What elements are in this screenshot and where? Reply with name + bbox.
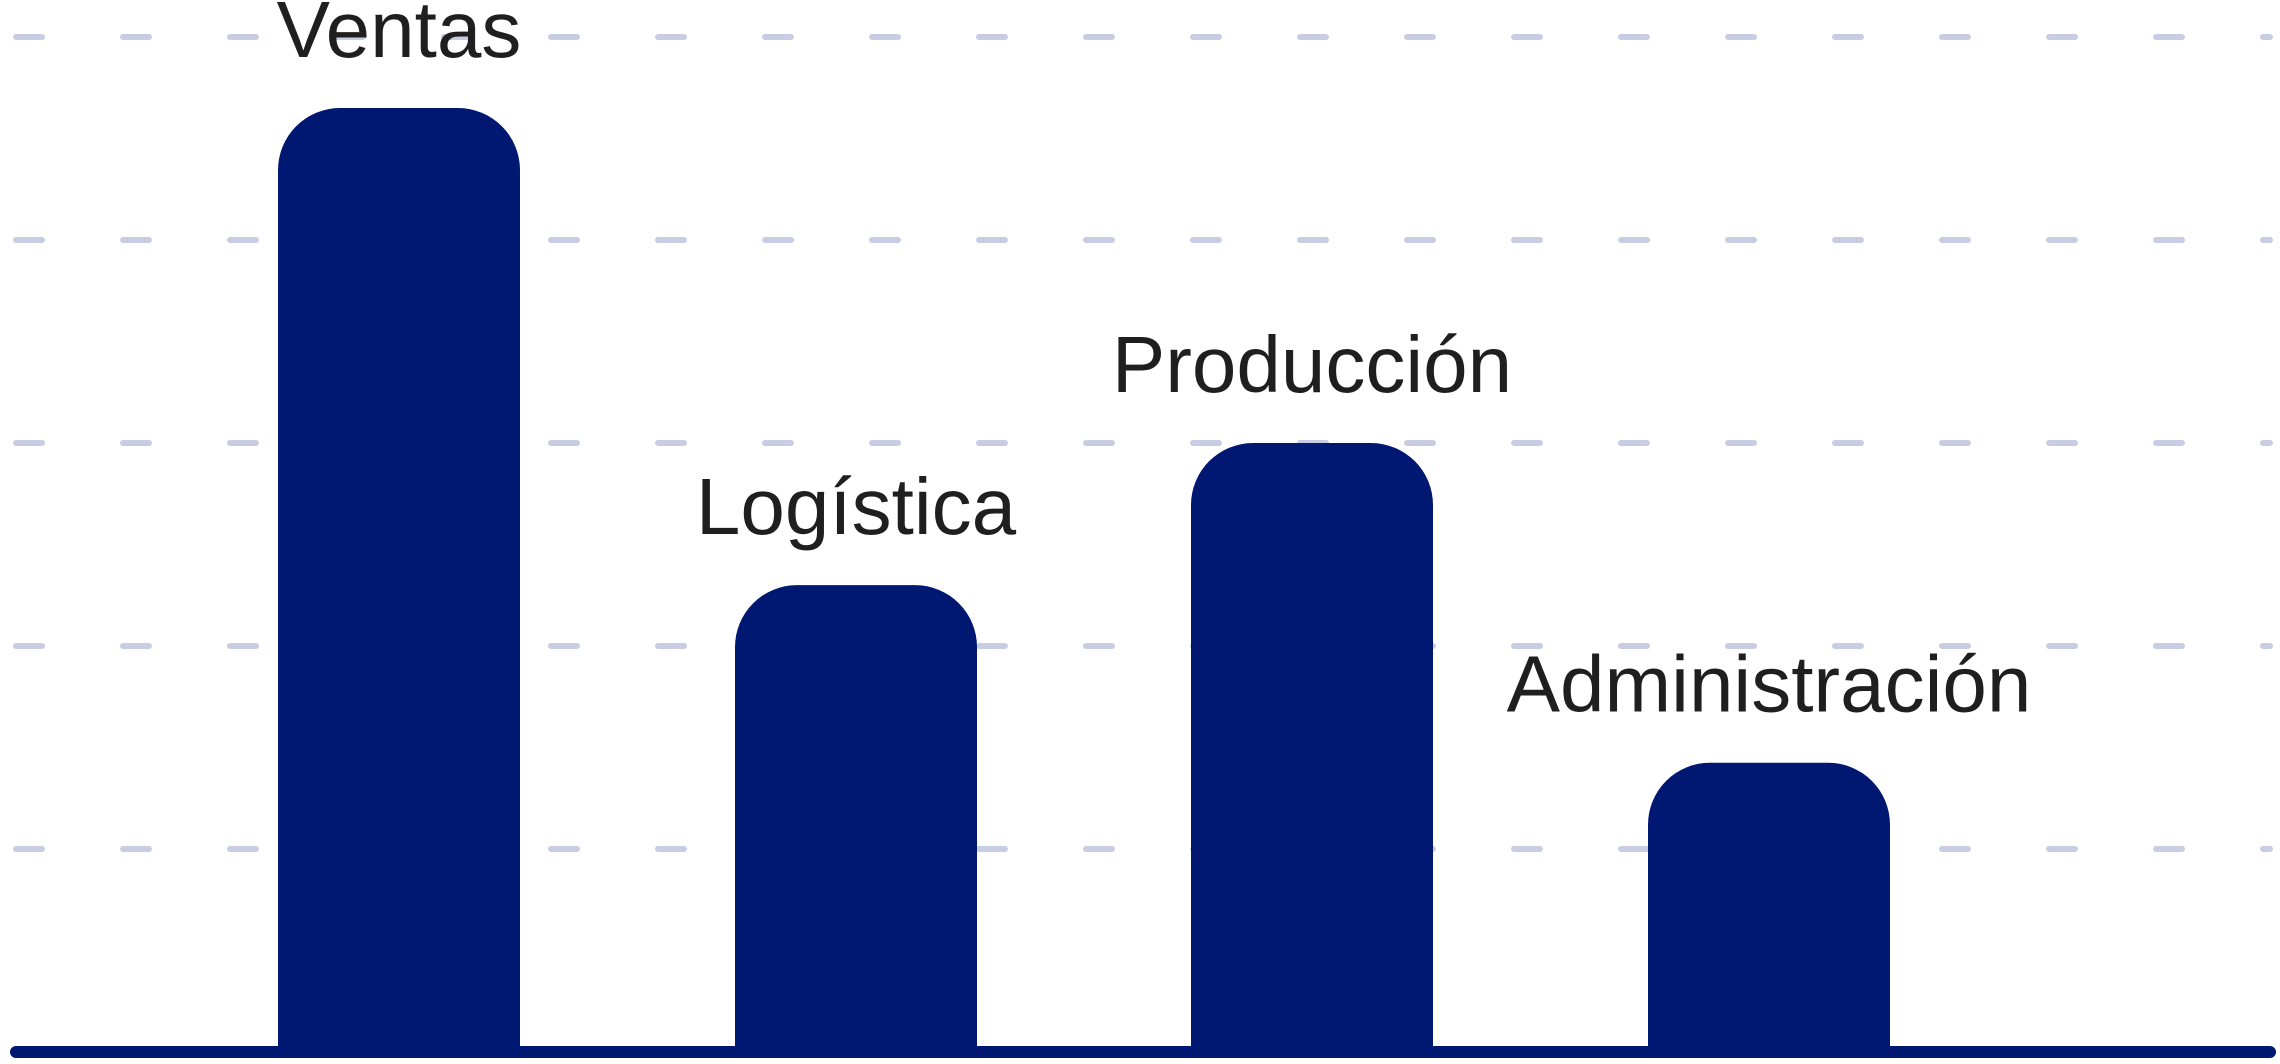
bar-3: [1191, 443, 1433, 1052]
bar-4: [1648, 762, 1890, 1052]
bar-1: [278, 108, 520, 1053]
bar-labels: Ventas Logística Producción Administración: [277, 0, 2032, 729]
bar-label: Administración: [1507, 640, 2032, 729]
bar-label: Logística: [696, 462, 1017, 551]
bars: [278, 108, 1890, 1053]
bar-label: Producción: [1112, 320, 1512, 409]
bar-2: [735, 585, 977, 1052]
bar-label: Ventas: [277, 0, 522, 74]
